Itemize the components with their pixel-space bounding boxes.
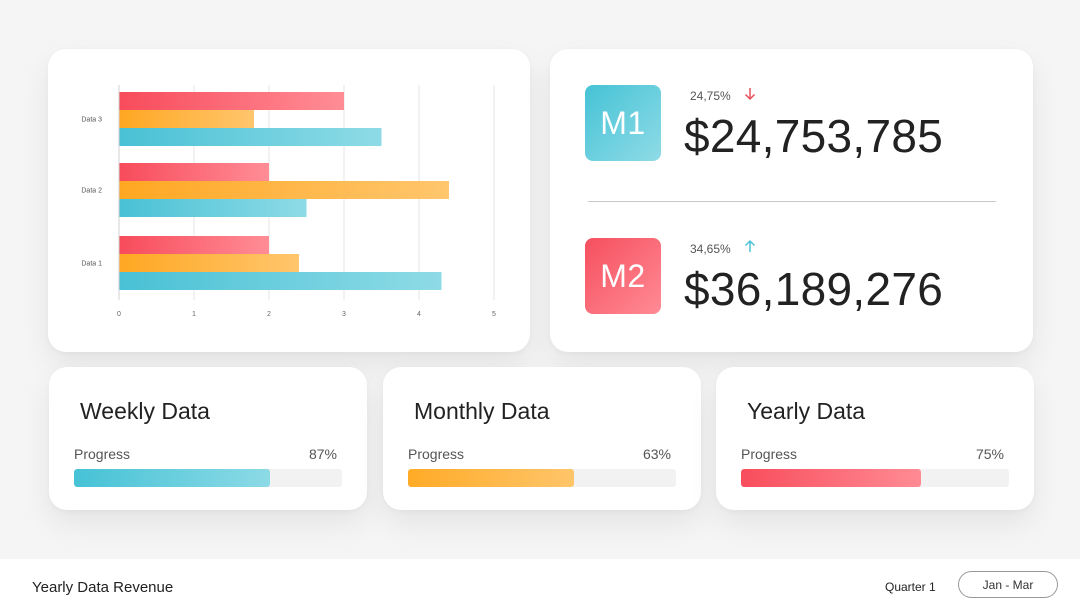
- quarter-label: Quarter 1: [885, 580, 936, 594]
- progress-percent: 75%: [975, 446, 1004, 462]
- card-title: Yearly Data: [747, 398, 866, 424]
- kpi-percent-m2: 34,65%: [690, 242, 731, 256]
- progress-bar: [74, 469, 342, 487]
- bar: [119, 163, 269, 181]
- bar: [119, 272, 442, 290]
- bar: [119, 128, 382, 146]
- arrow-up-icon: [744, 239, 756, 252]
- bar: [119, 110, 254, 128]
- kpi-percent-m1: 24,75%: [690, 89, 731, 103]
- arrow-down-icon: [744, 88, 756, 101]
- monthly-data-card: Monthly Data Progress 63%: [383, 367, 701, 510]
- category-label: Data 1: [81, 261, 102, 268]
- kpi-badge-m2: M2: [585, 238, 661, 314]
- bar: [119, 236, 269, 254]
- kpi-divider: [588, 201, 996, 202]
- progress-bar: [741, 469, 1009, 487]
- yearly-data-card: Yearly Data Progress 75%: [716, 367, 1034, 510]
- bar: [119, 92, 344, 110]
- footer-bar: Yearly Data Revenue Quarter 1 Jan - Mar: [0, 559, 1080, 608]
- bar: [119, 199, 307, 217]
- weekly-data-card: Weekly Data Progress 87%: [49, 367, 367, 510]
- card-title: Monthly Data: [414, 398, 550, 424]
- progress-label: Progress: [408, 446, 465, 462]
- kpi-value-m1: $24,753,785: [684, 110, 944, 162]
- x-tick-label: 1: [192, 311, 196, 318]
- progress-fill: [408, 469, 575, 487]
- x-tick-label: 2: [267, 311, 271, 318]
- progress-label: Progress: [741, 446, 798, 462]
- progress-fill: [74, 469, 270, 487]
- bar: [119, 181, 449, 199]
- x-tick-label: 5: [492, 311, 496, 318]
- x-tick-label: 0: [117, 311, 121, 318]
- progress-bar: [408, 469, 676, 487]
- card-title: Weekly Data: [80, 398, 210, 424]
- bar-chart: 0 1 2 3 4 5 Data 1 Data 2 Data 3: [81, 85, 496, 318]
- category-label: Data 3: [81, 117, 102, 124]
- bar: [119, 254, 299, 272]
- x-tick-label: 4: [417, 311, 421, 318]
- bar-chart-card: 0 1 2 3 4 5 Data 1 Data 2 Data 3: [48, 49, 530, 352]
- x-tick-label: 3: [342, 311, 346, 318]
- progress-percent: 63%: [642, 446, 671, 462]
- kpi-card: M1 24,75% $24,753,785 M2 34,65% $36,189,…: [550, 49, 1033, 352]
- progress-label: Progress: [74, 446, 131, 462]
- kpi-badge-m1: M1: [585, 85, 661, 161]
- footer-title: Yearly Data Revenue: [32, 579, 174, 596]
- kpi-value-m2: $36,189,276: [684, 263, 944, 315]
- progress-fill: [741, 469, 921, 487]
- category-label: Data 2: [81, 188, 102, 195]
- progress-percent: 87%: [308, 446, 337, 462]
- date-range-button[interactable]: Jan - Mar: [958, 571, 1058, 598]
